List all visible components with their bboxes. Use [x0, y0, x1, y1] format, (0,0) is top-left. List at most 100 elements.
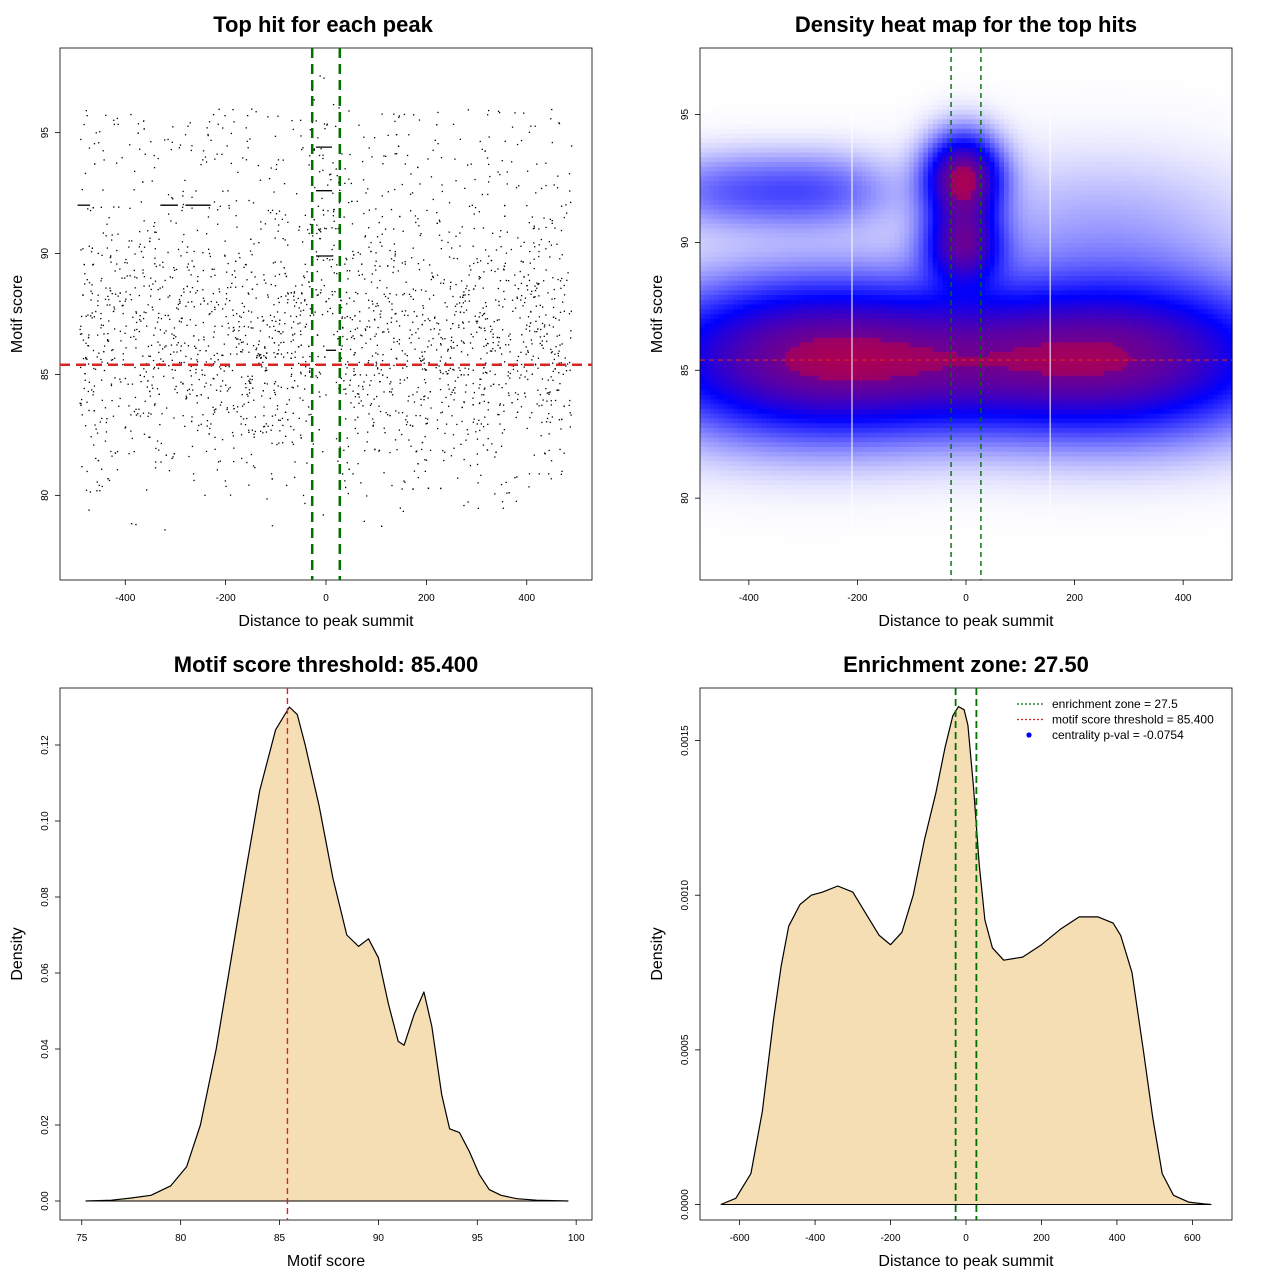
heatmap-cell: [799, 352, 806, 358]
scatter-point: [130, 113, 132, 116]
heatmap-cell: [761, 485, 768, 491]
scatter-point: [209, 312, 211, 315]
scatter-point: [383, 293, 385, 295]
scatter-point: [317, 355, 319, 358]
heatmap-cell: [780, 299, 787, 306]
scatter-point: [313, 314, 315, 316]
heatmap-cell: [742, 233, 749, 239]
scatter-point: [339, 446, 341, 448]
scatter-point: [515, 416, 517, 419]
heatmap-cell: [728, 314, 734, 320]
y-tick-label: 80: [40, 489, 51, 501]
scatter-point: [293, 321, 295, 323]
heatmap-cell: [709, 375, 715, 382]
heatmap-cell: [714, 114, 720, 120]
heatmap-cell: [700, 513, 706, 519]
heatmap-cell: [742, 489, 749, 496]
heatmap-cell: [723, 285, 730, 291]
heatmap-cell: [757, 575, 763, 581]
heatmap-cell: [728, 128, 734, 135]
scatter-point: [214, 306, 216, 308]
heatmap-cell: [742, 366, 749, 372]
scatter-point: [128, 246, 130, 248]
heatmap-cell: [723, 124, 730, 130]
heatmap-cell: [738, 423, 744, 429]
heatmap-cell: [728, 176, 734, 182]
heatmap-cell: [714, 242, 720, 249]
scatter-point: [287, 419, 289, 421]
heatmap-cell: [771, 442, 777, 448]
scatter-point: [91, 284, 93, 286]
heatmap-cell: [785, 447, 791, 453]
scatter-point: [512, 365, 514, 367]
scatter-point: [530, 125, 532, 127]
heatmap-cell: [747, 423, 753, 429]
heatmap-cell: [785, 171, 791, 177]
scatter-point: [341, 345, 343, 347]
scatter-point: [371, 355, 374, 357]
scatter-point: [300, 310, 302, 312]
heatmap-cell: [738, 81, 744, 87]
scatter-point: [223, 343, 225, 345]
scatter-point: [269, 397, 271, 400]
heatmap-cell: [771, 233, 777, 239]
heatmap-cell: [757, 233, 763, 239]
scatter-point: [284, 272, 286, 275]
heatmap-cell: [776, 204, 782, 211]
heatmap-cell: [799, 333, 806, 339]
heatmap-cell: [733, 318, 739, 325]
heatmap-cell: [757, 166, 763, 173]
scatter-point: [251, 429, 253, 431]
heatmap-cell: [790, 513, 796, 519]
scatter-point: [331, 294, 334, 296]
scatter-point: [390, 391, 393, 393]
scatter-point: [192, 389, 194, 391]
heatmap-cell: [752, 266, 758, 272]
scatter-point: [440, 487, 442, 490]
scatter-point: [517, 355, 520, 358]
scatter-point: [439, 329, 441, 331]
heatmap-cell: [795, 143, 801, 149]
scatter-point: [328, 298, 330, 300]
scatter-point: [258, 340, 260, 342]
scatter-point: [368, 413, 370, 415]
scatter-point: [240, 423, 242, 425]
scatter-point: [160, 461, 162, 463]
scatter-point: [527, 350, 529, 352]
scatter-point: [438, 365, 440, 367]
heatmap-cell: [709, 342, 715, 348]
scatter-point: [349, 270, 351, 272]
heatmap-cell: [776, 371, 782, 377]
scatter-point: [150, 295, 152, 297]
heatmap-cell: [738, 508, 744, 515]
heatmap-cell: [709, 166, 715, 173]
scatter-point: [381, 233, 383, 235]
scatter-point: [106, 304, 108, 306]
scatter-point: [338, 107, 340, 109]
scatter-point: [349, 384, 351, 386]
heatmap-cell: [747, 361, 753, 367]
heatmap-cell: [790, 185, 796, 192]
heatmap-cell: [714, 166, 720, 173]
heatmap-cell: [771, 565, 777, 572]
heatmap-cell: [704, 371, 711, 377]
heatmap-cell: [704, 527, 711, 534]
heatmap-cell: [790, 309, 796, 315]
scatter-point: [261, 316, 263, 318]
heatmap-cell: [771, 100, 777, 106]
heatmap-cell: [709, 295, 715, 301]
scatter-point: [363, 136, 365, 138]
scatter-point: [250, 453, 253, 456]
scatter-point: [257, 343, 260, 346]
heatmap-cell: [742, 295, 749, 301]
heatmap-cell: [719, 575, 725, 581]
scatter-point: [494, 350, 496, 352]
scatter-point: [539, 336, 541, 338]
scatter-point: [429, 449, 432, 451]
heatmap-cell: [709, 390, 715, 396]
heatmap-cell: [799, 214, 806, 220]
scatter-point: [124, 300, 126, 302]
heatmap-cell: [733, 276, 739, 282]
scatter-point: [134, 287, 136, 289]
heatmap-cell: [757, 185, 763, 192]
